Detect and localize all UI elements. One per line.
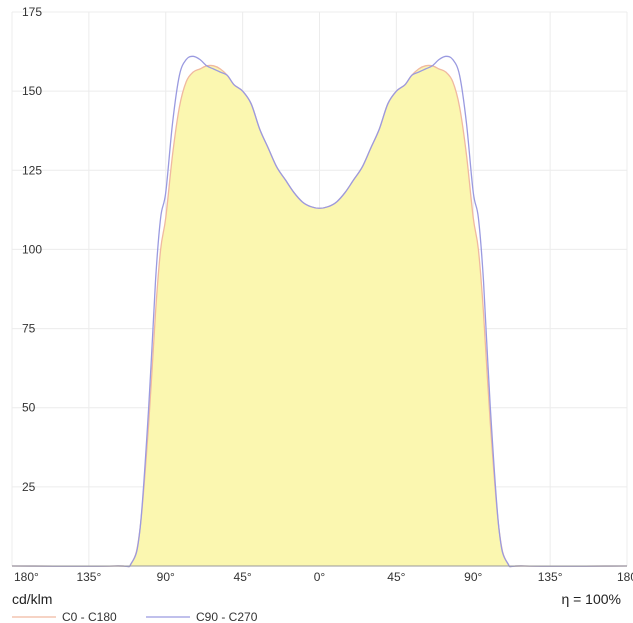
x-tick-label: 135°: [538, 570, 563, 584]
y-tick-label: 125: [22, 163, 42, 177]
y-tick-label: 75: [22, 322, 36, 336]
y-tick-label: 100: [22, 242, 42, 256]
y-tick-label: 150: [22, 84, 42, 98]
efficiency-label: η = 100%: [561, 591, 621, 607]
x-tick-label: 180: [617, 570, 633, 584]
x-tick-label: 90°: [157, 570, 175, 584]
series-area-0: [12, 65, 627, 567]
series-line-1: [11, 55, 628, 568]
series-layer: [11, 55, 628, 568]
y-tick-label: 25: [22, 480, 36, 494]
x-tick-label: 135°: [76, 570, 101, 584]
x-tick-label: 0°: [314, 570, 326, 584]
legend-label-c0-c180: C0 - C180: [62, 610, 117, 623]
y-tick-label: 175: [22, 5, 42, 19]
x-axis-ticks: 180° 135° 90° 45° 0° 45° 90° 135° 180: [14, 570, 633, 584]
legend: C0 - C180 C90 - C270: [12, 610, 258, 623]
y-tick-label: 50: [22, 401, 36, 415]
x-tick-label: 180°: [14, 570, 39, 584]
unit-label: cd/klm: [12, 591, 52, 607]
x-tick-label: 45°: [234, 570, 252, 584]
y-axis-ticks: 25 50 75 100 125 150 175: [22, 5, 42, 494]
x-tick-label: 90°: [464, 570, 482, 584]
legend-label-c90-c270: C90 - C270: [196, 610, 258, 623]
x-tick-label: 45°: [387, 570, 405, 584]
